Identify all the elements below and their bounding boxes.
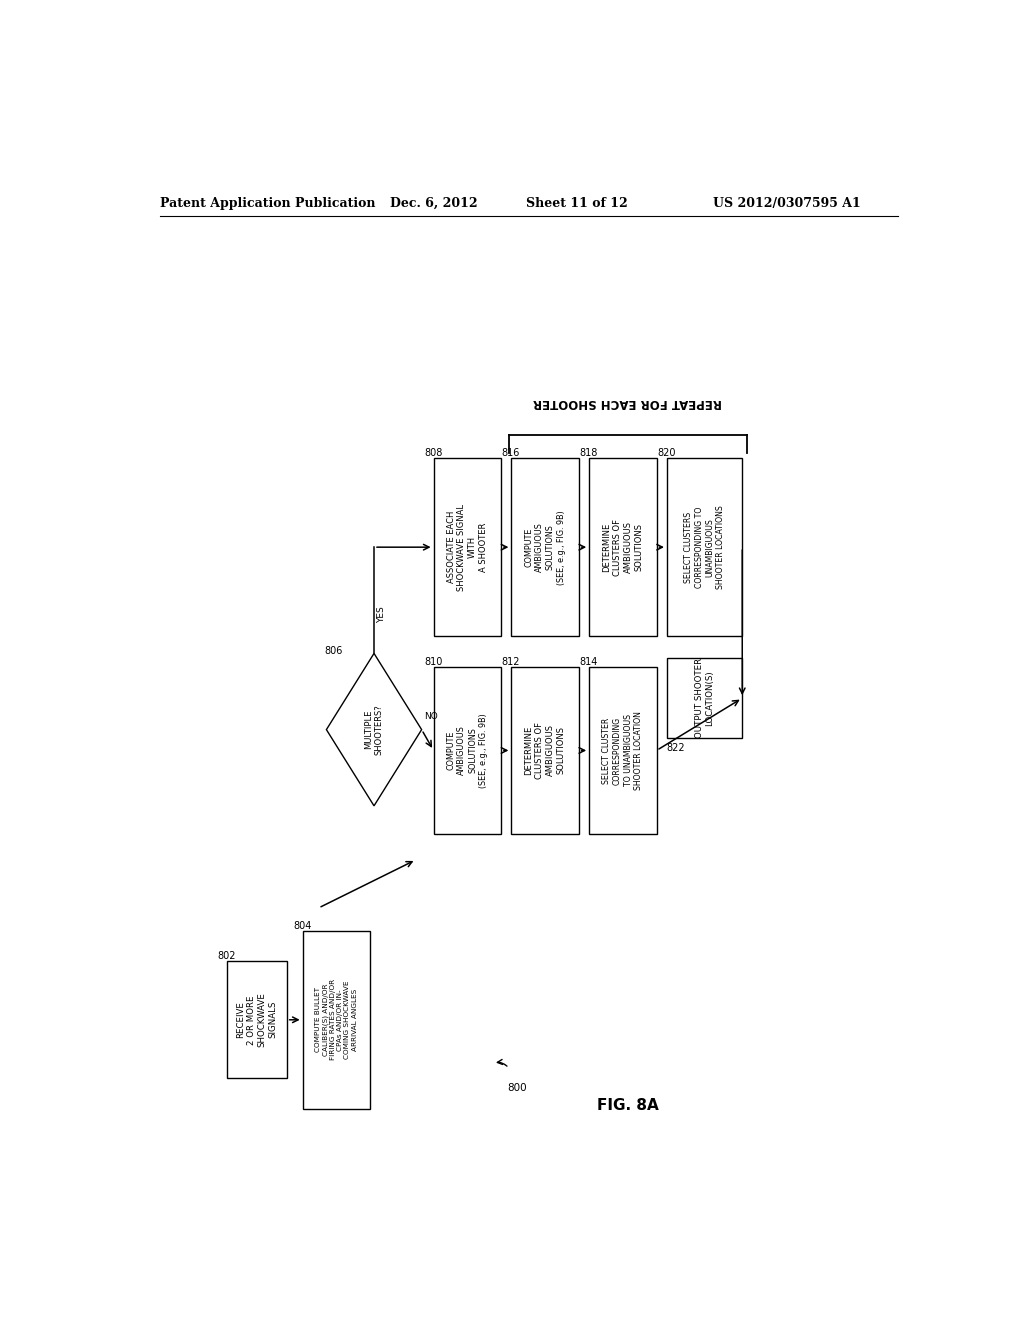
FancyBboxPatch shape: [303, 931, 370, 1109]
FancyBboxPatch shape: [433, 458, 501, 636]
Text: 820: 820: [657, 449, 676, 458]
Text: DETERMINE
CLUSTERS OF
AMBIGUOUS
SOLUTIONS: DETERMINE CLUSTERS OF AMBIGUOUS SOLUTION…: [602, 519, 643, 576]
FancyBboxPatch shape: [433, 667, 501, 834]
Text: COMPUTE
AMBIGUOUS
SOLUTIONS
(SEE, e.g., FIG. 9B): COMPUTE AMBIGUOUS SOLUTIONS (SEE, e.g., …: [524, 510, 565, 585]
Text: 818: 818: [580, 449, 598, 458]
Text: 808: 808: [424, 449, 442, 458]
FancyBboxPatch shape: [511, 667, 579, 834]
Text: OUTPUT SHOOTER
LOCATION(S): OUTPUT SHOOTER LOCATION(S): [694, 659, 715, 738]
Text: Dec. 6, 2012: Dec. 6, 2012: [390, 197, 477, 210]
FancyBboxPatch shape: [227, 961, 287, 1078]
Text: 812: 812: [502, 656, 520, 667]
Text: MULTIPLE
SHOOTERS?: MULTIPLE SHOOTERS?: [365, 705, 384, 755]
Polygon shape: [327, 653, 422, 805]
FancyBboxPatch shape: [511, 458, 579, 636]
Text: DETERMINE
CLUSTERS OF
AMBIGUOUS
SOLUTIONS: DETERMINE CLUSTERS OF AMBIGUOUS SOLUTION…: [524, 722, 565, 779]
Text: RECEIVE
2 OR MORE
SHOCKWAVE
SIGNALS: RECEIVE 2 OR MORE SHOCKWAVE SIGNALS: [237, 993, 278, 1047]
Text: SELECT CLUSTERS
CORRESPONDING TO
UNAMBIGUOUS
SHOOTER LOCATIONS: SELECT CLUSTERS CORRESPONDING TO UNAMBIG…: [684, 506, 725, 589]
Text: 822: 822: [667, 743, 685, 752]
Text: COMPUTE
AMBIGUOUS
SOLUTIONS
(SEE, e.g., FIG. 9B): COMPUTE AMBIGUOUS SOLUTIONS (SEE, e.g., …: [446, 713, 487, 788]
Text: Patent Application Publication: Patent Application Publication: [160, 197, 375, 210]
Text: COMPUTE BULLET
CALIBER(S) AND/OR
FIRING RATES AND/OR
CPAs AND/OR IN-
COMING SHOC: COMPUTE BULLET CALIBER(S) AND/OR FIRING …: [315, 979, 357, 1060]
Text: YES: YES: [378, 606, 386, 623]
Text: 802: 802: [217, 952, 236, 961]
Text: REPEAT FOR EACH SHOOTER: REPEAT FOR EACH SHOOTER: [534, 396, 723, 409]
Text: 814: 814: [580, 656, 598, 667]
Text: US 2012/0307595 A1: US 2012/0307595 A1: [713, 197, 860, 210]
Text: 816: 816: [502, 449, 520, 458]
Text: Sheet 11 of 12: Sheet 11 of 12: [525, 197, 628, 210]
FancyBboxPatch shape: [667, 458, 742, 636]
FancyBboxPatch shape: [589, 458, 656, 636]
Text: NO: NO: [424, 713, 438, 722]
Text: 806: 806: [325, 647, 343, 656]
Text: FIG. 8A: FIG. 8A: [597, 1098, 658, 1113]
Text: SELECT CLUSTER
CORRESPONDING
TO UNAMBIGUOUS
SHOOTER LOCATION: SELECT CLUSTER CORRESPONDING TO UNAMBIGU…: [602, 711, 643, 789]
Text: 804: 804: [293, 921, 311, 931]
Text: 800: 800: [507, 1084, 526, 1093]
FancyBboxPatch shape: [589, 667, 656, 834]
Text: ASSOCIATE EACH
SHOCKWAVE SIGNAL
WITH
A SHOOTER: ASSOCIATE EACH SHOCKWAVE SIGNAL WITH A S…: [446, 504, 487, 590]
FancyBboxPatch shape: [667, 659, 742, 738]
Text: 810: 810: [424, 656, 442, 667]
